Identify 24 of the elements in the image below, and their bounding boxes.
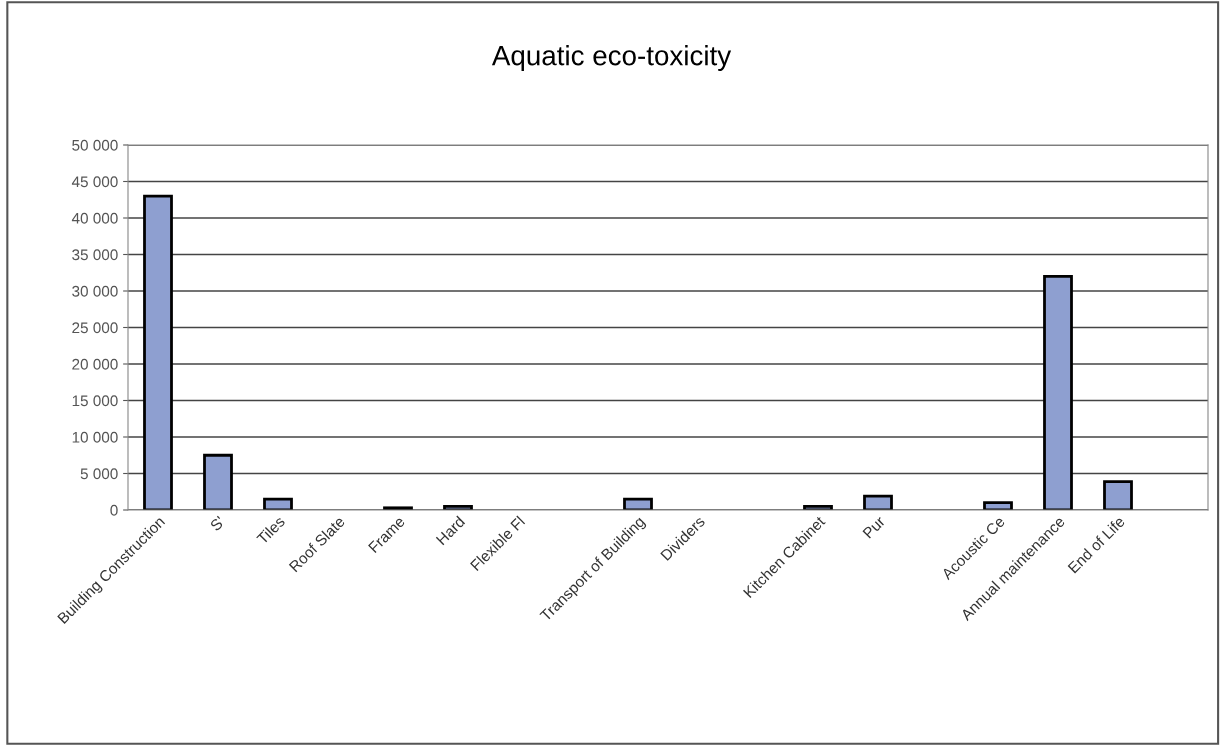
y-tick-label: 20 000 [72,358,118,370]
bar [983,501,1013,510]
y-tick-label: 0 [110,504,118,516]
bar [1043,275,1073,510]
y-tick-label: 5 000 [80,468,118,480]
bar [1103,480,1133,510]
bar [863,494,893,510]
x-tick-label: Tiles [255,515,286,545]
y-tick-label: 50 000 [72,139,118,151]
x-tick-label: Pur [862,515,886,539]
y-tick-label: 10 000 [72,431,118,443]
bar [143,194,173,510]
x-tick-label: S' [209,515,226,532]
bar [203,453,233,510]
y-tick-label: 40 000 [71,212,118,224]
bar [623,497,653,510]
bar [263,497,293,510]
y-tick-label: 15 000 [72,395,118,407]
y-tick-label: 35 000 [72,249,118,261]
x-tick-label: End of Life [1067,515,1126,574]
chart-title: Aquatic eco-toxicity [491,45,732,71]
y-tick-label: 25 000 [72,322,118,334]
y-tick-label: 45 000 [71,176,118,188]
y-tick-label: 30 000 [72,285,118,297]
